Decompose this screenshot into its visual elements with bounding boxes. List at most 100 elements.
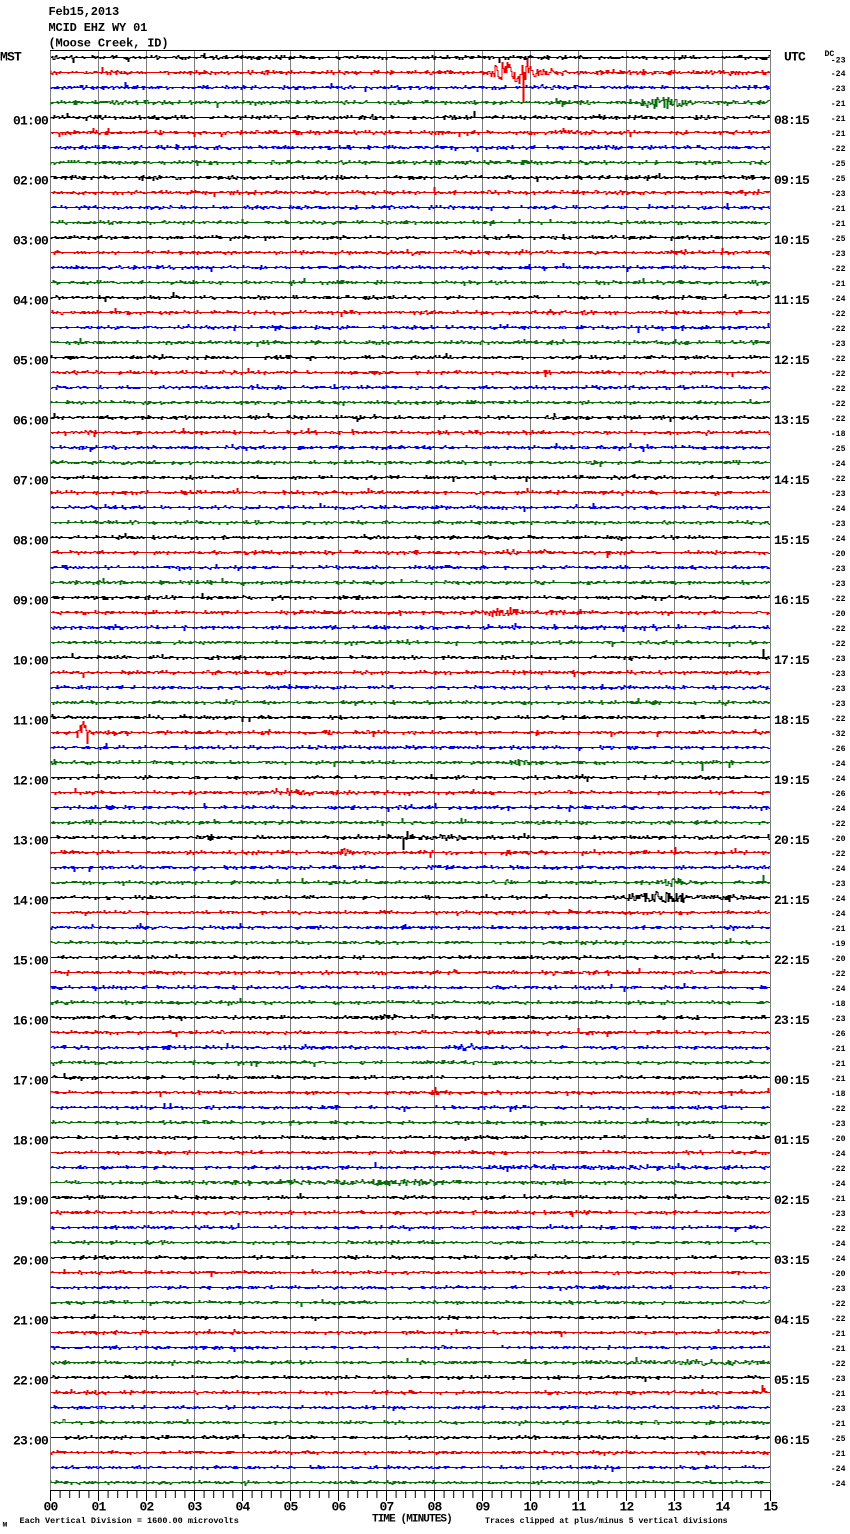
svg-text:MCID EHZ WY 01: MCID EHZ WY 01 <box>49 21 148 35</box>
svg-text:-21: -21 <box>831 205 846 214</box>
svg-text:-24: -24 <box>831 805 846 814</box>
svg-text:-20: -20 <box>831 610 846 619</box>
svg-text:06: 06 <box>331 1500 346 1515</box>
svg-text:13:00: 13:00 <box>13 834 49 849</box>
svg-text:09:00: 09:00 <box>13 594 49 609</box>
svg-text:-22: -22 <box>831 385 846 394</box>
svg-text:-24: -24 <box>831 1255 846 1264</box>
svg-text:02: 02 <box>139 1500 154 1515</box>
svg-text:00:15: 00:15 <box>774 1073 810 1088</box>
svg-text:14: 14 <box>715 1500 730 1515</box>
svg-text:06:15: 06:15 <box>774 1433 810 1448</box>
svg-text:11:00: 11:00 <box>13 714 49 729</box>
svg-text:-18: -18 <box>831 1090 846 1099</box>
svg-text:16:00: 16:00 <box>13 1014 49 1029</box>
svg-text:01: 01 <box>91 1500 106 1515</box>
svg-text:-21: -21 <box>831 280 846 289</box>
svg-text:-23: -23 <box>831 685 846 694</box>
svg-text:-22: -22 <box>831 145 846 154</box>
svg-text:02:00: 02:00 <box>13 174 49 189</box>
svg-text:-22: -22 <box>831 265 846 274</box>
svg-text:-21: -21 <box>831 220 846 229</box>
svg-text:-22: -22 <box>831 625 846 634</box>
svg-text:01:15: 01:15 <box>774 1133 810 1148</box>
svg-text:-23: -23 <box>831 1120 846 1129</box>
svg-text:-23: -23 <box>831 655 846 664</box>
svg-text:-24: -24 <box>831 760 846 769</box>
svg-text:-22: -22 <box>831 370 846 379</box>
svg-text:05:15: 05:15 <box>774 1373 810 1388</box>
svg-text:-21: -21 <box>831 1075 846 1084</box>
svg-text:-23: -23 <box>831 700 846 709</box>
svg-text:-32: -32 <box>831 730 846 739</box>
svg-text:18:00: 18:00 <box>13 1134 49 1149</box>
svg-text:20:15: 20:15 <box>774 833 810 848</box>
svg-text:-20: -20 <box>831 550 846 559</box>
svg-text:15: 15 <box>763 1500 778 1515</box>
svg-text:23:15: 23:15 <box>774 1013 810 1028</box>
svg-text:-23: -23 <box>831 880 846 889</box>
svg-text:-22: -22 <box>831 475 846 484</box>
svg-text:Each Vertical Division = 1600.: Each Vertical Division = 1600.00 microvo… <box>20 1516 239 1526</box>
svg-text:Traces clipped at plus/minus 5: Traces clipped at plus/minus 5 vertical … <box>485 1516 728 1526</box>
svg-text:-20: -20 <box>831 835 846 844</box>
svg-text:-21: -21 <box>831 1390 846 1399</box>
svg-text:-23: -23 <box>831 340 846 349</box>
svg-text:11: 11 <box>571 1500 586 1515</box>
svg-text:-23: -23 <box>831 1015 846 1024</box>
svg-text:10: 10 <box>523 1500 538 1515</box>
svg-text:01:00: 01:00 <box>13 114 49 129</box>
svg-text:04:15: 04:15 <box>774 1313 810 1328</box>
svg-text:Feb15,2013: Feb15,2013 <box>49 5 120 19</box>
svg-text:-24: -24 <box>831 505 846 514</box>
svg-text:08:00: 08:00 <box>13 534 49 549</box>
svg-text:09: 09 <box>475 1500 490 1515</box>
svg-text:08:15: 08:15 <box>774 113 810 128</box>
svg-text:10:15: 10:15 <box>774 233 810 248</box>
svg-text:-24: -24 <box>831 1480 846 1489</box>
svg-text:-20: -20 <box>831 955 846 964</box>
svg-text:-24: -24 <box>831 1150 846 1159</box>
svg-text:16:15: 16:15 <box>774 593 810 608</box>
svg-text:-25: -25 <box>831 160 846 169</box>
svg-text:-25: -25 <box>831 235 846 244</box>
svg-text:-22: -22 <box>831 1300 846 1309</box>
svg-text:15:00: 15:00 <box>13 954 49 969</box>
svg-text:-23: -23 <box>831 520 846 529</box>
svg-text:TIME (MINUTES): TIME (MINUTES) <box>372 1514 452 1526</box>
svg-text:-23: -23 <box>831 1405 846 1414</box>
svg-text:09:15: 09:15 <box>774 173 810 188</box>
svg-text:22:00: 22:00 <box>13 1374 49 1389</box>
svg-text:-21: -21 <box>831 115 846 124</box>
svg-text:-22: -22 <box>831 325 846 334</box>
svg-text:-23: -23 <box>831 490 846 499</box>
svg-text:-23: -23 <box>831 56 846 65</box>
svg-text:07:00: 07:00 <box>13 474 49 489</box>
svg-text:12:15: 12:15 <box>774 353 810 368</box>
svg-text:-23: -23 <box>831 190 846 199</box>
svg-text:-23: -23 <box>831 1210 846 1219</box>
svg-text:-25: -25 <box>831 1435 846 1444</box>
svg-text:04:00: 04:00 <box>13 294 49 309</box>
svg-text:03:15: 03:15 <box>774 1253 810 1268</box>
svg-text:-21: -21 <box>831 925 846 934</box>
svg-text:06:00: 06:00 <box>13 414 49 429</box>
svg-text:-18: -18 <box>831 430 846 439</box>
svg-text:-22: -22 <box>831 1225 846 1234</box>
svg-text:-25: -25 <box>831 175 846 184</box>
svg-text:-22: -22 <box>831 640 846 649</box>
svg-text:-23: -23 <box>831 565 846 574</box>
svg-text:12: 12 <box>619 1500 634 1515</box>
svg-text:08: 08 <box>427 1500 442 1515</box>
svg-text:MST: MST <box>0 50 22 65</box>
svg-text:-24: -24 <box>831 895 846 904</box>
svg-text:-24: -24 <box>831 1240 846 1249</box>
svg-text:12:00: 12:00 <box>13 774 49 789</box>
svg-text:18:15: 18:15 <box>774 713 810 728</box>
svg-text:05: 05 <box>283 1500 298 1515</box>
svg-text:-24: -24 <box>831 1465 846 1474</box>
svg-text:-21: -21 <box>831 1450 846 1459</box>
svg-text:05:00: 05:00 <box>13 354 49 369</box>
svg-text:-19: -19 <box>831 940 846 949</box>
svg-text:11:15: 11:15 <box>774 293 810 308</box>
